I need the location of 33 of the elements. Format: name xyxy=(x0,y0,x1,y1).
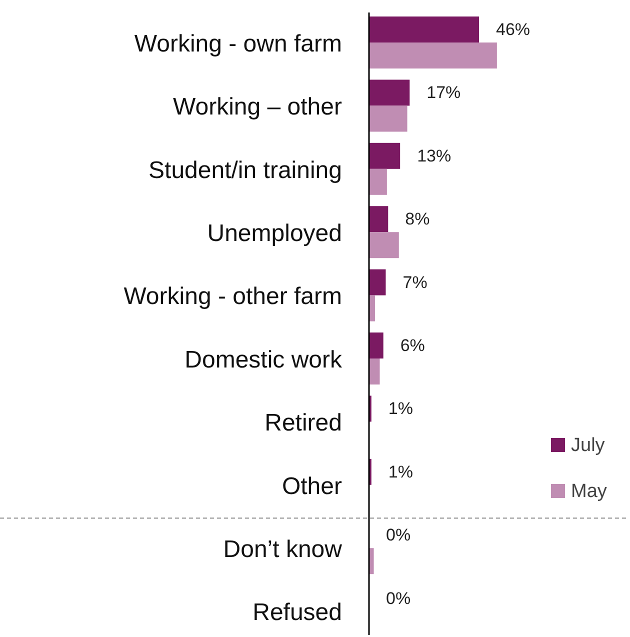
data-label: 17% xyxy=(426,83,461,102)
y-tick-label: Working – other xyxy=(173,94,342,121)
data-label: 6% xyxy=(400,336,425,355)
y-tick-label: Unemployed xyxy=(207,220,342,248)
y-tick-label: Retired xyxy=(264,410,342,437)
data-label: 0% xyxy=(386,526,411,545)
y-tick-label: Student/in training xyxy=(148,156,342,184)
bar xyxy=(369,358,380,384)
y-tick-label: Working - own farm xyxy=(134,30,342,58)
y-tick-label: Domestic work xyxy=(184,346,343,374)
bar xyxy=(369,42,497,68)
data-label: 13% xyxy=(417,146,452,166)
y-tick-label: Working - other farm xyxy=(124,283,342,310)
y-tick-label: Refused xyxy=(252,599,342,626)
data-label: 7% xyxy=(402,272,428,292)
data-label: 46% xyxy=(496,20,530,39)
data-label: 0% xyxy=(386,588,411,608)
legend-label: May xyxy=(571,481,608,502)
data-label: 1% xyxy=(388,462,413,482)
bar xyxy=(369,106,408,132)
bar xyxy=(369,269,386,296)
y-tick-label: Other xyxy=(282,472,342,500)
bar xyxy=(369,332,384,358)
y-tick-label: Don’t know xyxy=(223,536,343,564)
data-label: 1% xyxy=(388,399,413,418)
bar xyxy=(369,232,399,258)
bar xyxy=(369,16,479,42)
bar xyxy=(369,168,387,195)
bar xyxy=(369,142,400,169)
legend-label: July xyxy=(571,435,606,456)
bar xyxy=(369,206,388,232)
data-label: 8% xyxy=(405,210,430,229)
bar xyxy=(369,80,410,106)
